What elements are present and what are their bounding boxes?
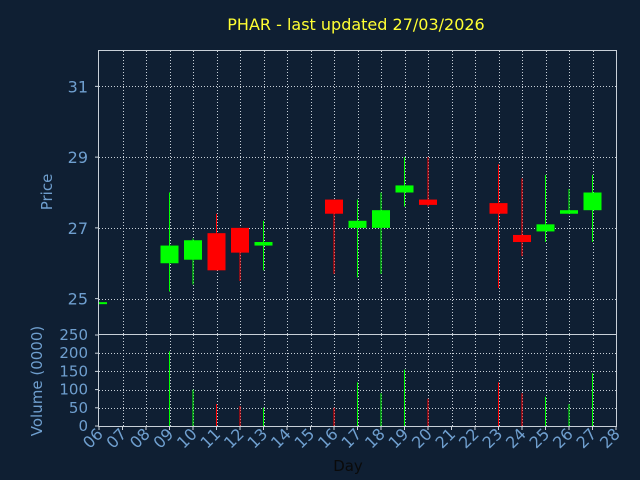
candle-body [325,199,343,214]
candle-body [583,192,602,211]
price-panel-frame [98,50,617,335]
volume-tick-label: 150 [59,362,88,380]
candle-body [184,240,202,260]
candle-body [395,185,414,193]
chart-title: PHAR - last updated 27/03/2026 [227,15,484,34]
volume-bars [169,351,593,426]
price-tick-label: 31 [68,77,88,96]
price-tick-label: 27 [68,219,88,238]
price-panel-grid [99,51,616,334]
candle-body [254,242,273,246]
candle-body [99,302,107,305]
day-axis-ticks: 0607080910111213141516171819202122232425… [79,424,624,452]
candle-body [372,210,390,228]
volume-tick-label: 50 [69,399,88,417]
volume-tick-label: 0 [78,417,88,435]
candle-body [207,233,226,271]
candle-body [348,220,367,228]
candle-body [513,234,531,243]
price-axis-label: Price [38,174,56,211]
day-tick-label: 28 [596,424,624,452]
x-axis-label: Day [333,457,363,475]
price-tick-label: 29 [68,148,88,167]
candle-body [560,210,578,214]
candle-body [536,224,555,232]
volume-axis-label: Volume (0000) [28,326,46,436]
price-tick-label: 25 [68,290,88,309]
volume-tick-label: 200 [59,344,88,362]
candle-body [160,245,179,264]
candle-body [419,199,437,205]
price-axis-ticks: 25 27 29 31 [68,77,99,309]
volume-tick-label: 250 [59,326,88,344]
candle-body [231,227,249,253]
volume-tick-label: 100 [59,381,88,399]
candle-body [489,203,508,214]
price-candles [98,157,602,305]
